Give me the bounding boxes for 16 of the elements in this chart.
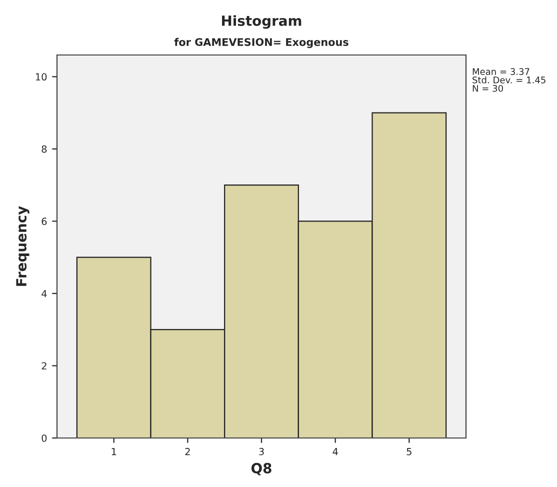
y-tick-label: 6 <box>42 218 47 226</box>
x-axis-title: Q8 <box>251 462 272 476</box>
x-tick-label: 4 <box>332 448 338 456</box>
x-tick-label: 2 <box>185 448 190 456</box>
chart-subtitle: for GAMEVESION= Exogenous <box>174 38 348 48</box>
x-tick-label: 1 <box>112 448 116 456</box>
y-tick-label: 2 <box>42 362 46 370</box>
chart-title: Histogram <box>222 15 302 29</box>
x-tick-label: 3 <box>259 448 264 456</box>
y-tick-label: 4 <box>42 290 47 298</box>
y-tick-label: 8 <box>42 145 47 153</box>
text: Mean = 3.37 Std. Dev. = 1.45 N = 30 <box>472 68 546 92</box>
y-tick-label: 10 <box>36 73 47 81</box>
y-tick-label: 0 <box>42 434 47 442</box>
y-axis-title: Frequency <box>16 206 30 286</box>
x-tick-label: 5 <box>406 448 412 456</box>
